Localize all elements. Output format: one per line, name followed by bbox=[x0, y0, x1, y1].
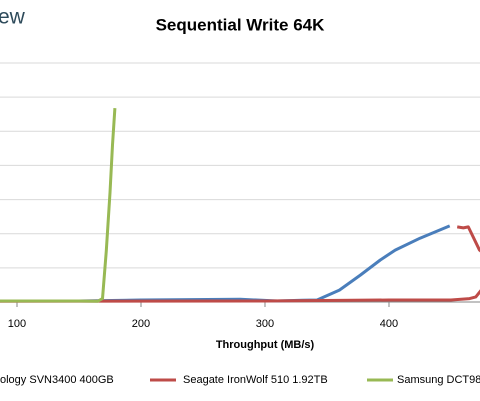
logo: ew bbox=[0, 6, 26, 29]
x-tick-label: 300 bbox=[256, 318, 274, 330]
legend-label: ology SVN3400 400GB bbox=[0, 374, 114, 386]
x-tick-label: 200 bbox=[132, 318, 150, 330]
series-line bbox=[0, 224, 451, 303]
x-axis-label: Throughput (MB/s) bbox=[216, 339, 315, 351]
series-line bbox=[0, 108, 117, 303]
x-tick-label: 100 bbox=[8, 318, 26, 330]
x-tick-label: 400 bbox=[380, 318, 398, 330]
chart-title: Sequential Write 64K bbox=[156, 15, 326, 34]
series-line bbox=[0, 225, 480, 303]
legend-label: Seagate IronWolf 510 1.92TB bbox=[183, 374, 328, 386]
legend-label: Samsung DCT98 bbox=[397, 374, 480, 386]
